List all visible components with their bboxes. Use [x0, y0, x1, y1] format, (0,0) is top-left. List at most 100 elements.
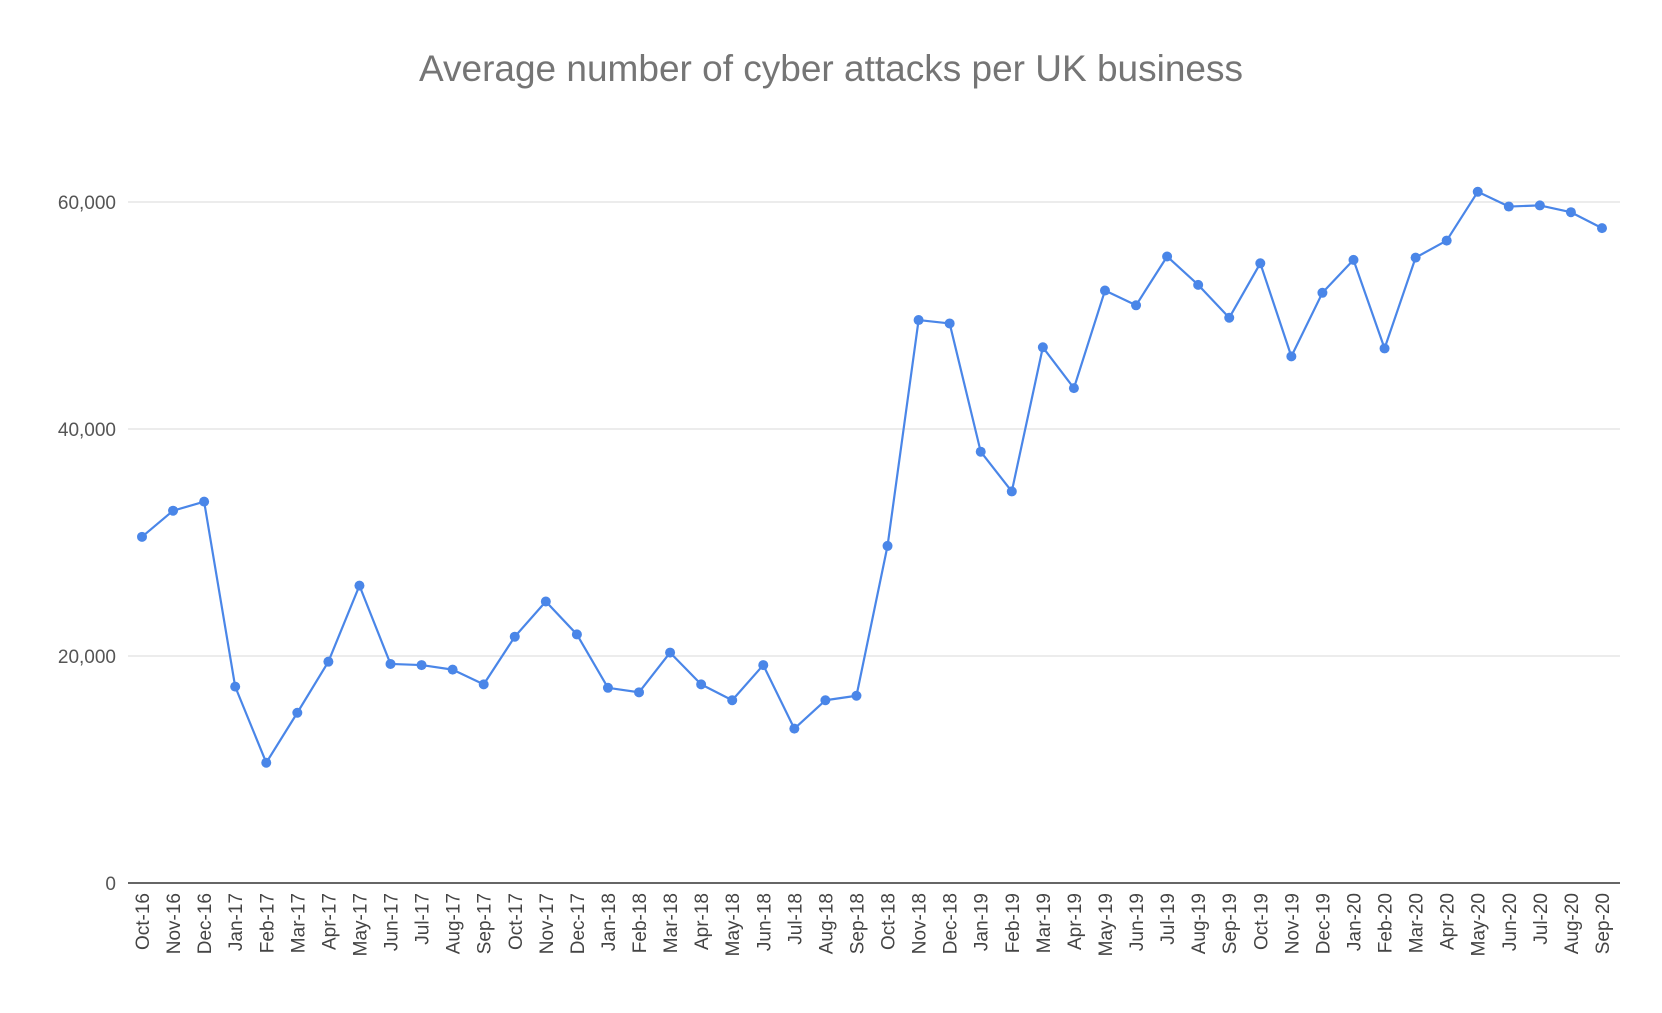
data-point	[758, 660, 769, 671]
data-point	[385, 658, 396, 669]
data-point	[789, 723, 800, 734]
x-tick-label: Aug-18	[816, 893, 837, 954]
x-tick-label: Feb-20	[1376, 893, 1397, 953]
data-point	[1410, 252, 1421, 263]
x-tick-label: Jul-17	[413, 893, 434, 945]
x-tick-label: May-20	[1469, 893, 1490, 956]
x-tick-label: Nov-19	[1282, 893, 1303, 954]
data-point	[1131, 300, 1142, 311]
data-point	[913, 315, 924, 326]
x-tick-label: Oct-19	[1251, 893, 1272, 950]
x-tick-label: Jul-18	[785, 893, 806, 945]
x-tick-label: Mar-19	[1034, 893, 1055, 953]
data-point	[230, 681, 241, 692]
data-point	[975, 446, 986, 457]
series-line	[141, 190, 1603, 764]
x-tick-label: Nov-18	[910, 893, 931, 954]
y-tick-label: 60,000	[58, 193, 116, 214]
data-point	[944, 318, 955, 329]
data-point	[634, 687, 645, 698]
data-point	[540, 596, 551, 607]
data-point	[1503, 201, 1514, 212]
x-tick-label: Jun-17	[382, 893, 403, 951]
data-point	[1597, 223, 1607, 234]
x-tick-label: Mar-18	[661, 893, 682, 953]
data-point	[851, 690, 862, 701]
x-tick-label: Apr-18	[692, 893, 713, 950]
x-tick-label: Jun-20	[1500, 893, 1521, 951]
x-tick-label: Sep-18	[847, 893, 868, 954]
data-point	[1006, 486, 1017, 497]
x-tick-label: Sep-17	[475, 893, 496, 954]
x-tick-label: May-17	[350, 893, 371, 956]
x-tick-label: Jan-19	[972, 893, 993, 951]
x-tick-label: Apr-17	[319, 893, 340, 950]
y-tick-label: 0	[105, 874, 116, 895]
x-tick-label: May-19	[1096, 893, 1117, 956]
x-tick-label: Dec-19	[1313, 893, 1334, 954]
x-tick-label: Sep-20	[1593, 893, 1614, 954]
data-point	[1224, 312, 1235, 323]
x-tick-label: Mar-17	[288, 893, 309, 953]
x-tick-label: Sep-19	[1220, 893, 1241, 954]
x-tick-label: Apr-19	[1065, 893, 1086, 950]
data-point	[1317, 287, 1328, 298]
data-point	[1472, 186, 1483, 197]
x-tick-label: Dec-16	[195, 893, 216, 954]
data-point	[820, 695, 831, 706]
x-tick-label: Feb-19	[1003, 893, 1024, 953]
x-tick-label: Aug-19	[1189, 893, 1210, 954]
data-point	[727, 695, 738, 706]
x-tick-label: Jul-19	[1158, 893, 1179, 945]
x-tick-label: Nov-16	[164, 893, 185, 954]
x-tick-label: Oct-18	[879, 893, 900, 950]
data-point	[1286, 351, 1297, 362]
x-tick-label: Aug-20	[1562, 893, 1583, 954]
data-point	[199, 496, 210, 507]
data-point	[602, 682, 613, 693]
x-tick-label: May-18	[723, 893, 744, 956]
data-point	[1037, 342, 1048, 353]
y-tick-label: 20,000	[58, 647, 116, 668]
data-point	[168, 505, 179, 516]
data-point	[882, 540, 893, 551]
x-tick-label: Oct-17	[506, 893, 527, 950]
x-tick-label: Mar-20	[1407, 893, 1428, 953]
y-tick-label: 40,000	[58, 420, 116, 441]
data-point	[323, 656, 334, 667]
x-tick-label: Feb-18	[630, 893, 651, 953]
x-tick-label: Jun-19	[1127, 893, 1148, 951]
data-point	[1534, 200, 1545, 211]
data-point	[447, 664, 458, 675]
data-point	[1193, 279, 1204, 290]
data-point	[665, 647, 676, 658]
x-tick-label: Jan-18	[599, 893, 620, 951]
data-point	[1068, 383, 1079, 394]
data-point	[1099, 285, 1110, 296]
data-point	[261, 757, 272, 768]
data-point	[292, 707, 303, 718]
data-point	[571, 629, 582, 640]
x-tick-label: Apr-20	[1438, 893, 1459, 950]
x-tick-label: Nov-17	[537, 893, 558, 954]
data-point	[696, 679, 707, 690]
x-tick-label: Dec-17	[568, 893, 589, 954]
x-tick-label: Aug-17	[444, 893, 465, 954]
x-tick-label: Jun-18	[754, 893, 775, 951]
x-tick-label: Jan-20	[1344, 893, 1365, 951]
data-point	[1255, 258, 1266, 269]
x-tick-label: Feb-17	[257, 893, 278, 953]
chart-title: Average number of cyber attacks per UK b…	[418, 48, 1243, 89]
data-point	[416, 660, 427, 671]
data-point	[354, 580, 365, 591]
x-tick-label: Oct-16	[133, 893, 154, 950]
data-point	[1379, 343, 1390, 354]
data-point	[1565, 207, 1576, 218]
data-point	[137, 531, 147, 542]
data-point	[509, 631, 520, 642]
data-point	[1441, 235, 1452, 246]
data-point	[478, 679, 489, 690]
data-point	[1162, 251, 1173, 262]
